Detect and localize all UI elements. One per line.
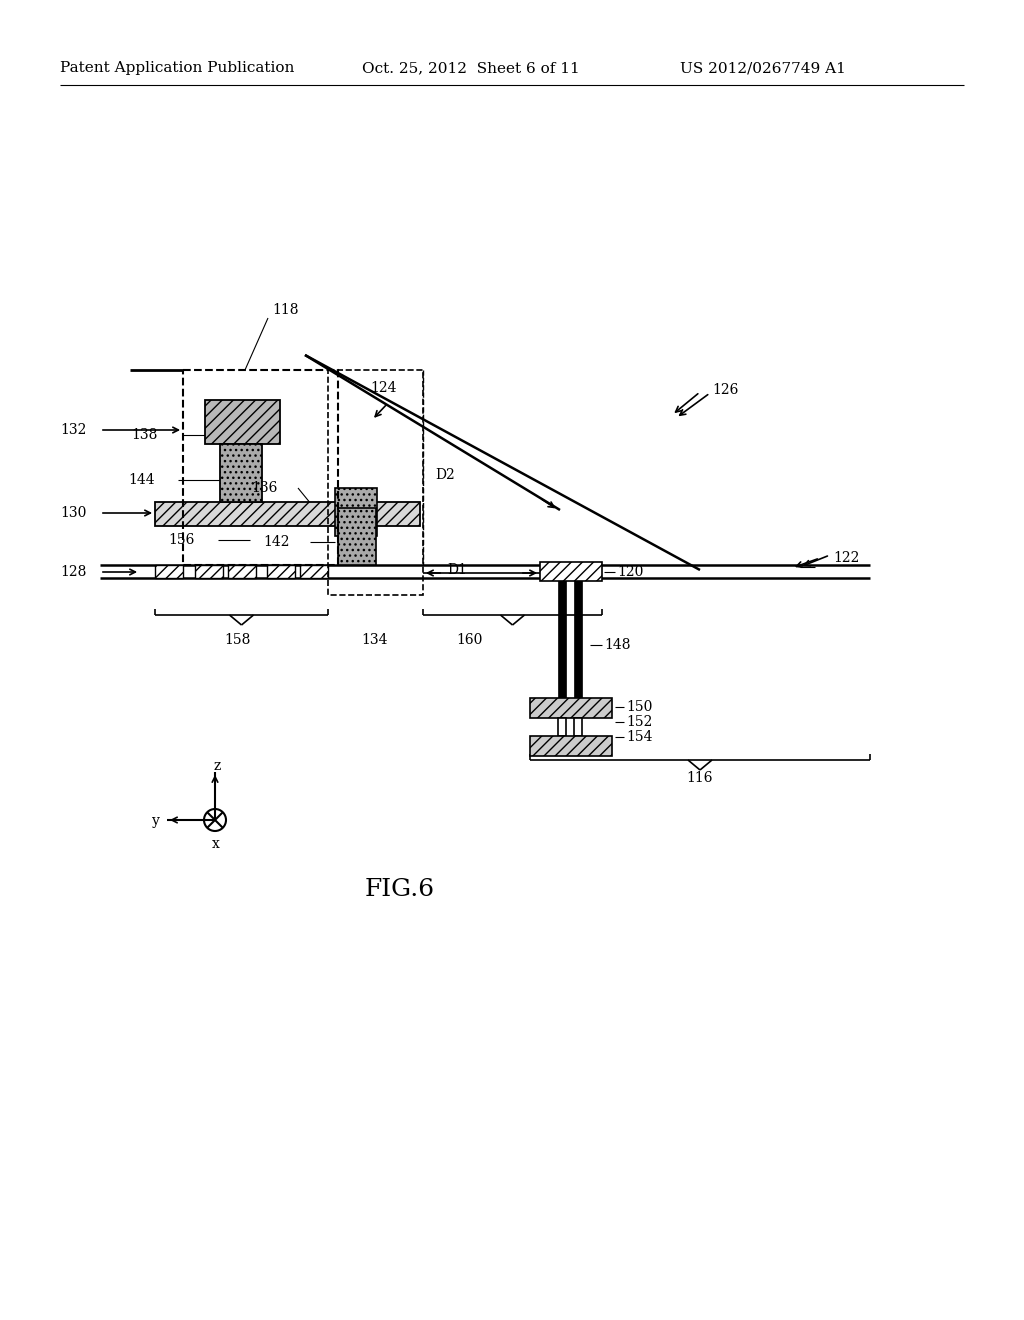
Bar	[540, 562, 602, 581]
Bar	[183, 370, 338, 565]
Text: 124: 124	[370, 381, 396, 395]
Bar	[300, 565, 328, 578]
Bar	[155, 565, 183, 578]
Bar	[558, 578, 566, 698]
Text: 154: 154	[626, 730, 652, 744]
Text: 118: 118	[272, 304, 299, 317]
Text: 156: 156	[169, 533, 195, 546]
Text: 148: 148	[604, 638, 631, 652]
Text: 152: 152	[626, 715, 652, 729]
Text: 132: 132	[60, 422, 86, 437]
Text: 126: 126	[712, 383, 738, 397]
Bar	[530, 737, 612, 756]
Text: US 2012/0267749 A1: US 2012/0267749 A1	[680, 61, 846, 75]
Text: 128: 128	[60, 565, 86, 579]
Bar	[220, 444, 262, 502]
Bar	[558, 718, 566, 737]
Text: 160: 160	[457, 634, 483, 647]
Text: 142: 142	[263, 535, 290, 549]
Bar	[328, 370, 423, 595]
Text: D2: D2	[435, 469, 455, 482]
Bar	[574, 718, 582, 737]
Bar	[155, 502, 420, 525]
Text: 144: 144	[128, 473, 155, 487]
Bar	[338, 508, 376, 565]
Text: 136: 136	[252, 480, 278, 495]
Text: 122: 122	[833, 550, 859, 565]
Text: z: z	[213, 759, 220, 774]
Text: 134: 134	[361, 634, 388, 647]
Bar	[530, 698, 612, 718]
Text: 116: 116	[687, 771, 714, 785]
Text: FIG.6: FIG.6	[365, 879, 435, 902]
Bar	[574, 578, 582, 698]
Text: 130: 130	[60, 506, 86, 520]
Bar	[228, 565, 256, 578]
Bar	[267, 565, 295, 578]
Bar	[195, 565, 223, 578]
Text: 150: 150	[626, 700, 652, 714]
Text: D1: D1	[447, 564, 467, 577]
Text: Patent Application Publication: Patent Application Publication	[60, 61, 294, 75]
Bar	[205, 400, 280, 444]
Text: Oct. 25, 2012  Sheet 6 of 11: Oct. 25, 2012 Sheet 6 of 11	[362, 61, 580, 75]
Text: 120: 120	[617, 565, 643, 579]
Bar	[335, 488, 377, 536]
Text: y: y	[153, 814, 160, 828]
Text: 138: 138	[132, 428, 158, 442]
Text: x: x	[212, 837, 220, 851]
Text: 158: 158	[225, 634, 251, 647]
